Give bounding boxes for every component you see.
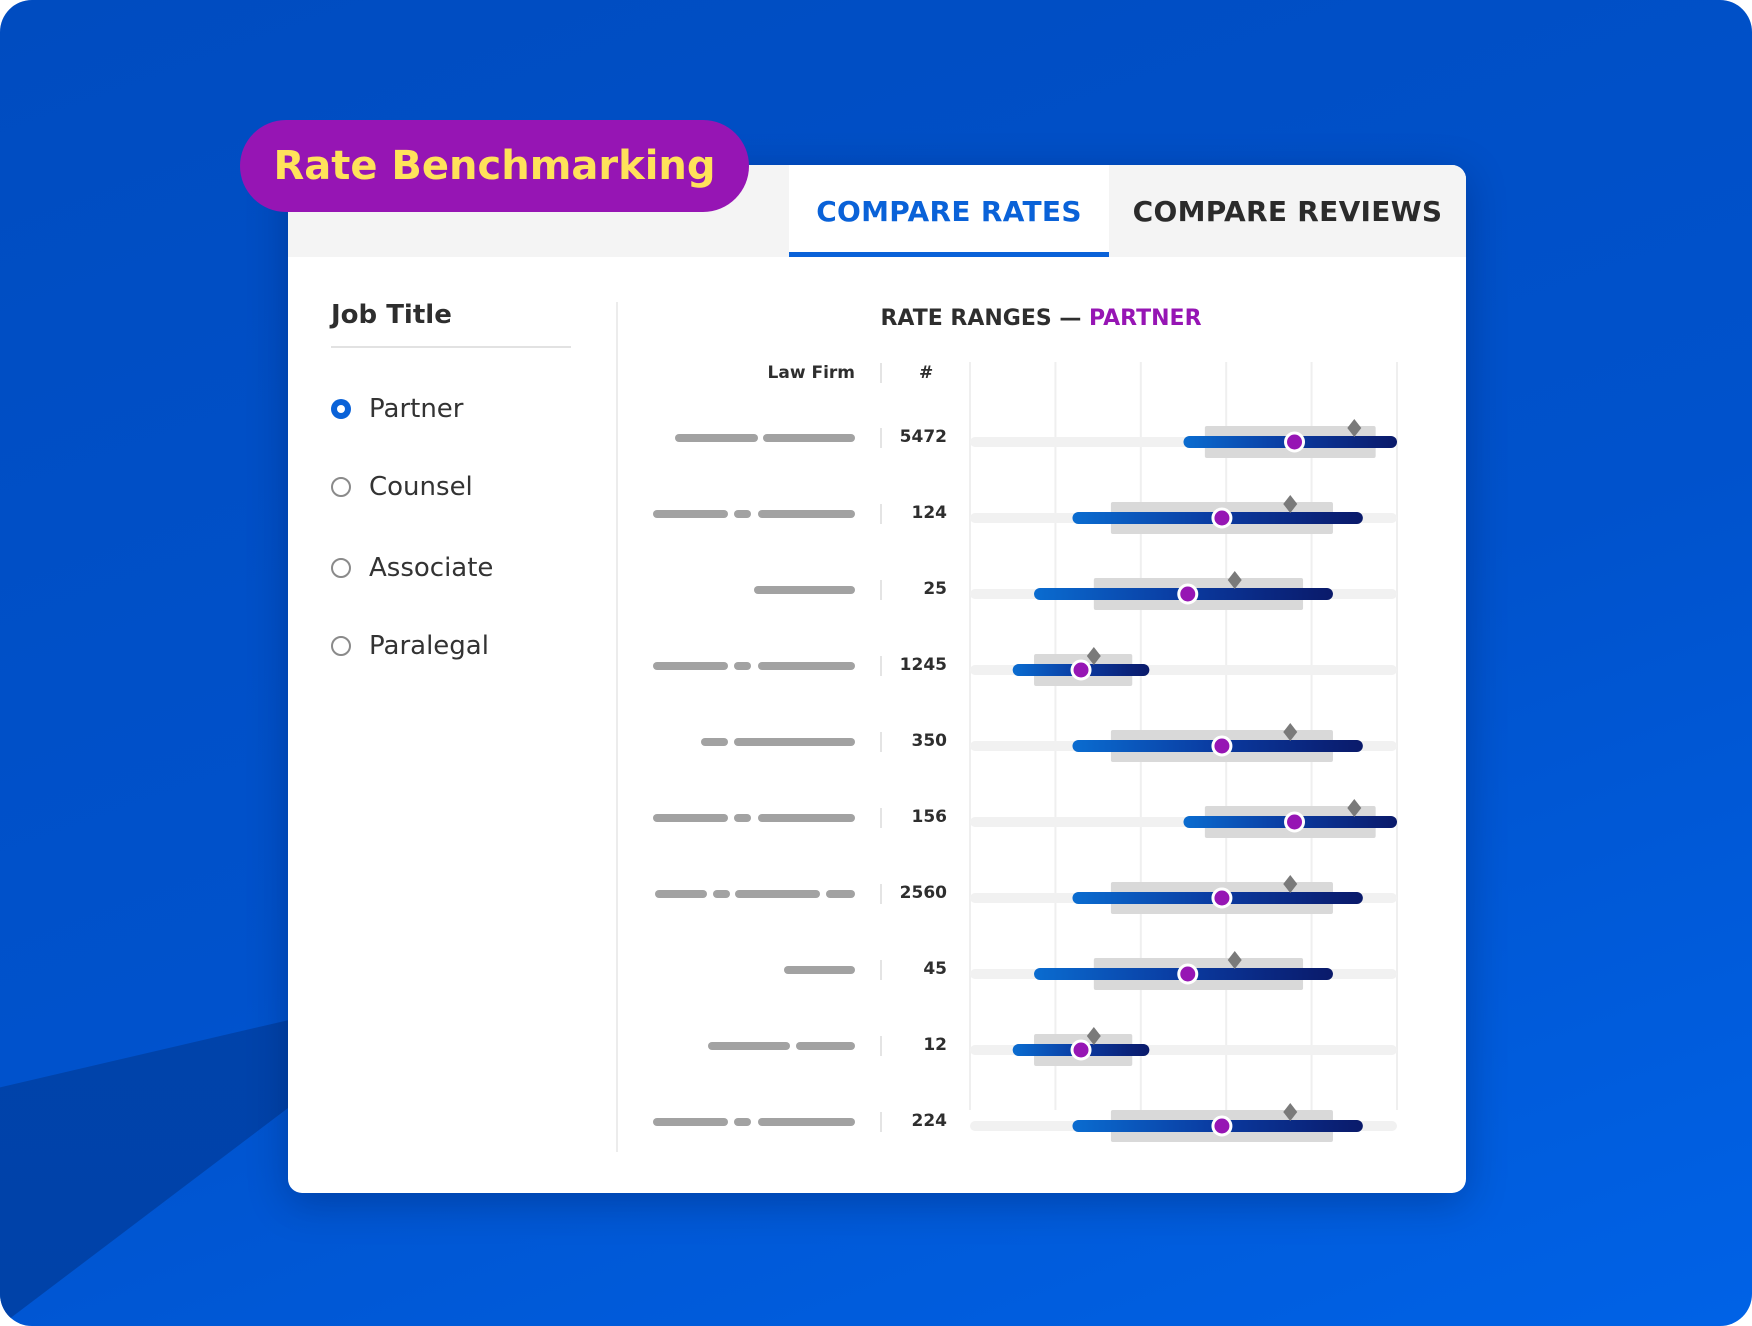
median-dot	[1211, 735, 1233, 757]
redacted-firm-name	[734, 662, 751, 670]
row-count: 25	[923, 579, 947, 599]
median-dot	[1211, 887, 1233, 909]
median-dot	[1070, 659, 1092, 681]
chart-title-role: PARTNER	[1089, 306, 1202, 331]
column-separator	[880, 580, 882, 600]
heading-divider	[331, 346, 571, 348]
redacted-firm-name	[763, 434, 855, 442]
row-count: 156	[911, 807, 948, 827]
row-count: 2560	[899, 883, 947, 903]
column-separator	[880, 1112, 882, 1132]
redacted-firm-name	[757, 510, 855, 518]
marker-diamond	[1283, 723, 1298, 741]
tab-compare-reviews[interactable]: COMPARE REVIEWS	[1132, 194, 1443, 228]
median-dot	[1177, 583, 1199, 605]
column-separator	[880, 428, 882, 448]
redacted-firm-name	[757, 814, 855, 822]
redacted-firm-name	[652, 1118, 729, 1126]
redacted-firm-name	[734, 814, 751, 822]
marker-diamond	[1227, 951, 1242, 969]
option-label: Partner	[369, 394, 464, 424]
median-dot	[1211, 507, 1233, 529]
column-separator	[880, 363, 882, 383]
job-title-option-associate[interactable]: Associate	[331, 553, 493, 583]
redacted-firm-name	[757, 662, 855, 670]
chart-title-prefix: RATE RANGES —	[880, 306, 1090, 331]
redacted-firm-name	[654, 890, 708, 898]
column-header-count: #	[919, 363, 934, 383]
redacted-firm-name	[734, 1118, 751, 1126]
redacted-firm-name	[735, 890, 821, 898]
row-count: 1245	[899, 655, 947, 675]
column-separator	[880, 504, 882, 524]
column-separator	[880, 808, 882, 828]
redacted-firm-name	[708, 1042, 790, 1050]
marker-diamond	[1086, 647, 1101, 665]
marker-diamond	[1347, 419, 1362, 437]
option-label: Paralegal	[369, 631, 489, 661]
row-count: 45	[923, 959, 947, 979]
feature-badge: Rate Benchmarking	[240, 120, 749, 212]
median-dot	[1177, 963, 1199, 985]
rate-benchmarking-panel: COMPARE RATES COMPARE REVIEWS	[288, 165, 1466, 1193]
column-separator	[880, 960, 882, 980]
median-dot	[1070, 1039, 1092, 1061]
row-count: 12	[923, 1035, 947, 1055]
job-title-option-counsel[interactable]: Counsel	[331, 472, 473, 502]
column-separator	[880, 732, 882, 752]
redacted-firm-name	[652, 662, 729, 670]
marker-diamond	[1347, 799, 1362, 817]
radio-button[interactable]	[331, 477, 351, 497]
column-separator	[880, 656, 882, 676]
redacted-firm-name	[757, 1118, 855, 1126]
marker-diamond	[1086, 1027, 1101, 1045]
redacted-firm-name	[652, 510, 729, 518]
redacted-firm-name	[734, 510, 751, 518]
chart-title: RATE RANGES — PARTNER	[616, 306, 1466, 331]
row-count: 124	[911, 503, 948, 523]
redacted-firm-name	[795, 1042, 855, 1050]
row-count: 350	[911, 731, 948, 751]
redacted-firm-name	[734, 738, 855, 746]
option-label: Counsel	[369, 472, 473, 502]
job-title-option-partner[interactable]: Partner	[331, 394, 464, 424]
redacted-firm-name	[825, 890, 855, 898]
redacted-firm-name	[712, 890, 730, 898]
row-count: 224	[911, 1111, 948, 1131]
median-dot	[1284, 431, 1306, 453]
marker-diamond	[1283, 495, 1298, 513]
redacted-firm-name	[652, 814, 729, 822]
tab-compare-rates[interactable]: COMPARE RATES	[789, 165, 1109, 257]
median-dot	[1284, 811, 1306, 833]
marker-diamond	[1283, 875, 1298, 893]
column-separator	[880, 884, 882, 904]
redacted-firm-name	[700, 738, 729, 746]
column-header-law-firm: Law Firm	[767, 363, 855, 383]
feature-badge-label: Rate Benchmarking	[273, 143, 716, 189]
marker-diamond	[1227, 571, 1242, 589]
panel-divider	[616, 302, 618, 1152]
radio-button[interactable]	[331, 399, 351, 419]
redacted-firm-name	[754, 586, 855, 594]
radio-button[interactable]	[331, 558, 351, 578]
option-label: Associate	[369, 553, 494, 583]
radio-button[interactable]	[331, 636, 351, 656]
row-count: 5472	[899, 427, 947, 447]
column-separator	[880, 1036, 882, 1056]
redacted-firm-name	[674, 434, 758, 442]
job-title-heading: Job Title	[331, 300, 452, 330]
redacted-firm-name	[784, 966, 855, 974]
job-title-option-paralegal[interactable]: Paralegal	[331, 631, 489, 661]
median-dot	[1211, 1115, 1233, 1137]
marker-diamond	[1283, 1103, 1298, 1121]
